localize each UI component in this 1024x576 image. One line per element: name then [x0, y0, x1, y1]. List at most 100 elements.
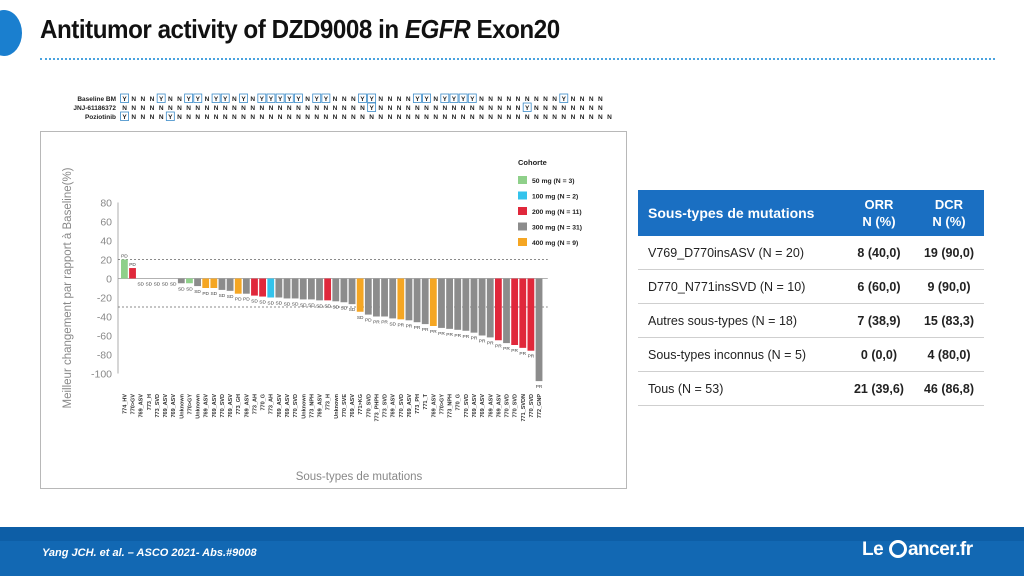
prior-y-box: [312, 93, 322, 103]
prior-cell: N: [598, 96, 603, 103]
table-header-row: Sous-types de mutations ORR N (%) DCR N (%…: [638, 190, 984, 236]
prior-cell: N: [205, 114, 210, 121]
bar: [275, 278, 283, 298]
prior-cell: N: [369, 114, 374, 121]
response-label: PR: [397, 322, 404, 328]
row-dcr: 4 (80,0): [913, 337, 984, 372]
header-dcr-unit: N (%): [932, 214, 966, 229]
prior-cell: N: [131, 96, 136, 103]
prior-cell: N: [278, 114, 283, 121]
prior-cell: N: [259, 105, 264, 112]
y-axis-title: Meilleur changement par rapport à Baseli…: [62, 167, 74, 408]
prior-treatment-grid: Baseline BM Y N N N Y N N Y Y N Y Y N Y N Y Y Y Y Y N Y Y N N N Y Y N…: [73, 93, 612, 121]
prior-row-label: JNJ-61186372: [73, 105, 116, 112]
response-label: PD: [365, 318, 372, 324]
response-label: SD: [194, 289, 201, 295]
response-label: SD: [341, 305, 348, 311]
prior-cell: N: [159, 105, 164, 112]
bar: [186, 278, 193, 284]
bar: [177, 278, 185, 284]
prior-cell: Y: [360, 96, 365, 103]
prior-cell: Y: [287, 96, 292, 103]
category-label: 770_SVD: [366, 394, 372, 418]
prior-cell: N: [141, 96, 146, 103]
prior-y-box: [156, 93, 166, 103]
prior-cell: N: [424, 114, 429, 121]
response-label: SD: [267, 301, 274, 307]
response-label: SD: [332, 304, 339, 310]
prior-cell: N: [186, 114, 191, 121]
row-orr: 8 (40,0): [843, 236, 914, 270]
prior-cell: N: [342, 96, 347, 103]
bar: [129, 268, 136, 279]
prior-cell: Y: [424, 96, 429, 103]
category-label: Unknown: [196, 393, 202, 418]
response-label: PR: [463, 334, 470, 340]
response-label: SD: [324, 303, 331, 309]
prior-cell: N: [397, 105, 402, 112]
prior-cell: N: [516, 96, 521, 103]
bar: [226, 278, 234, 291]
bar: [389, 278, 397, 319]
title-italic: EGFR: [404, 14, 471, 44]
prior-cell: N: [378, 96, 383, 103]
bar: [511, 278, 519, 345]
prior-y-box: [284, 93, 294, 103]
bar: [446, 278, 453, 329]
prior-y-box: [211, 93, 221, 103]
response-label: SD: [349, 307, 356, 313]
prior-cell: Y: [159, 96, 164, 103]
bar: [438, 278, 445, 328]
bar: [405, 278, 413, 321]
prior-cell: N: [552, 114, 557, 121]
category-label: 770_SVD: [505, 394, 511, 418]
category-label: 769_ASV: [391, 394, 397, 418]
bar: [234, 278, 242, 294]
y-tick-label: -60: [97, 331, 112, 343]
bar: [373, 278, 380, 317]
response-label: SD: [259, 300, 266, 306]
prior-cell: Y: [369, 96, 374, 103]
prior-cell: N: [461, 105, 466, 112]
prior-cell: N: [351, 114, 356, 121]
response-label: SD: [276, 301, 283, 307]
prior-cell: N: [507, 105, 512, 112]
bar: [535, 278, 543, 382]
category-label: 774_HV: [122, 394, 128, 414]
prior-y-box: [458, 93, 468, 103]
prior-cell: N: [552, 105, 557, 112]
response-label: PD: [129, 262, 136, 268]
bar: [316, 278, 323, 301]
category-label: 769_ASV: [431, 394, 437, 418]
bar: [462, 278, 470, 331]
prior-y-box: [266, 93, 276, 103]
prior-cell: N: [150, 114, 155, 121]
response-label: SD: [300, 302, 307, 308]
prior-cell: N: [516, 114, 521, 121]
prior-cell: N: [433, 105, 438, 112]
prior-cell: N: [497, 96, 502, 103]
prior-cell: N: [214, 114, 219, 121]
prior-cell: N: [479, 114, 484, 121]
prior-cell: Y: [470, 96, 475, 103]
category-label: 769_ASV: [277, 394, 283, 418]
header-orr-label: ORR: [864, 197, 894, 212]
prior-cell: Y: [186, 96, 191, 103]
category-label: 773_H: [326, 394, 332, 410]
category-label: 769_ASV: [244, 394, 250, 418]
prior-cell: N: [351, 96, 356, 103]
prior-cell: N: [580, 96, 585, 103]
category-label: 769_ASV: [285, 394, 291, 418]
response-label: SD: [357, 315, 364, 321]
response-label: PR: [511, 348, 518, 354]
prior-cell: N: [259, 114, 264, 121]
y-tick-label: 0: [106, 274, 112, 286]
prior-cell: N: [168, 105, 173, 112]
prior-cell: Y: [415, 96, 420, 103]
legend-label: 300 mg (N = 31): [532, 225, 582, 232]
prior-y-box: [165, 111, 175, 121]
category-label: 769_ASV: [228, 394, 234, 418]
bar: [486, 278, 494, 338]
bar: [194, 278, 201, 287]
legend-swatch: [518, 238, 527, 246]
